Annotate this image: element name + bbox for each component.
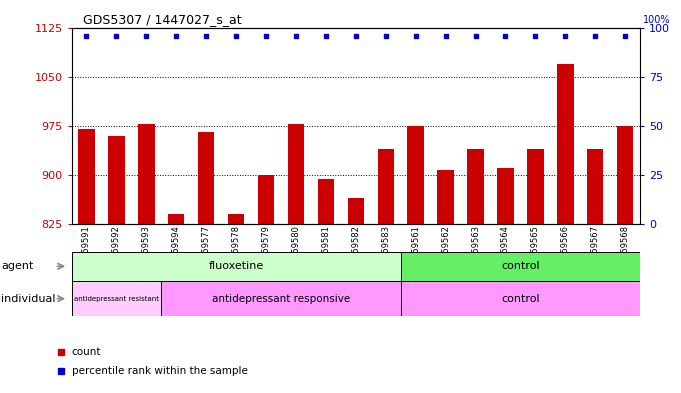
Bar [437,170,454,224]
Bar [72,281,161,316]
Bar [161,281,400,316]
Text: individual: individual [1,294,56,304]
Bar [72,252,400,281]
Text: control: control [501,261,540,271]
Bar [617,126,633,224]
Bar [108,136,125,224]
Bar [228,214,244,224]
Text: control: control [501,294,540,304]
Bar [317,180,334,224]
Bar [377,149,394,224]
Text: antidepressant resistant: antidepressant resistant [74,296,159,302]
Bar [258,175,274,224]
Bar [168,214,185,224]
Bar [288,124,304,224]
Text: percentile rank within the sample: percentile rank within the sample [72,366,247,376]
Bar [407,126,424,224]
Bar [557,64,573,224]
Text: agent: agent [1,261,34,271]
Bar [400,252,640,281]
Text: GDS5307 / 1447027_s_at: GDS5307 / 1447027_s_at [83,13,242,26]
Text: 100%: 100% [643,15,670,25]
Bar [78,129,95,224]
Text: antidepressant responsive: antidepressant responsive [212,294,350,304]
Bar [138,124,155,224]
Bar [587,149,603,224]
Bar [467,149,484,224]
Bar [198,132,215,224]
Bar [497,168,513,224]
Text: fluoxetine: fluoxetine [208,261,264,271]
Bar [400,281,640,316]
Text: count: count [72,347,101,357]
Bar [347,198,364,224]
Bar [527,149,543,224]
